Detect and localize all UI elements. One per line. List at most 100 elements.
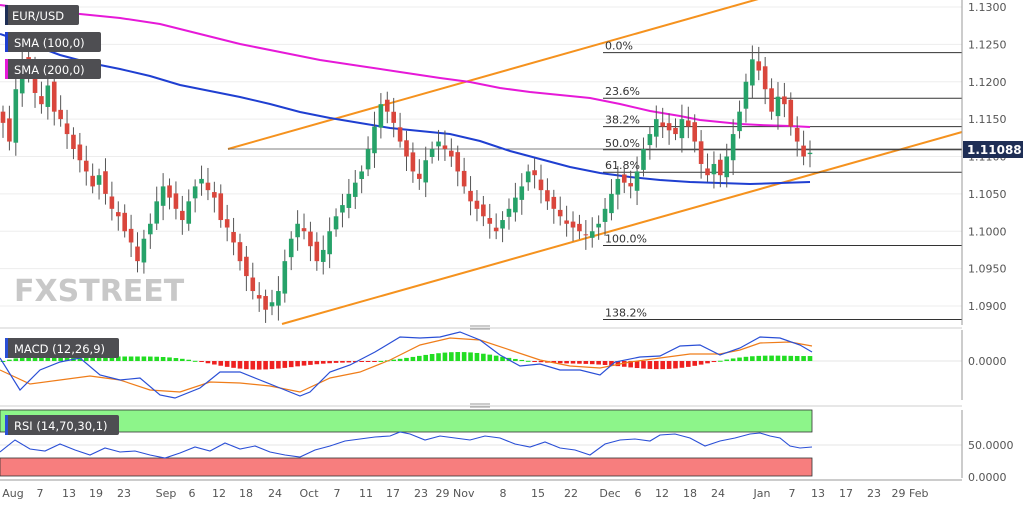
time-axis-label: 7: [334, 487, 341, 500]
time-axis-label: Aug: [2, 487, 23, 500]
macd-signal-line: [0, 337, 813, 393]
time-axis-label: Dec: [599, 487, 620, 500]
macd-bar: [461, 352, 467, 361]
time-axis-label: 12: [655, 487, 669, 500]
sma-100-legend[interactable]: SMA (100,0): [5, 32, 101, 52]
macd-bar: [244, 361, 249, 370]
price-tick-label: 1.1050: [968, 188, 1007, 201]
sma-100-text: SMA (100,0): [14, 36, 85, 50]
macd-bar: [807, 356, 813, 361]
macd-bar: [519, 359, 525, 361]
candle: [333, 216, 339, 230]
macd-bar: [474, 352, 480, 361]
candle: [743, 81, 749, 109]
candle: [455, 152, 461, 172]
fib-level-label: 61.8%: [605, 159, 640, 172]
candle: [481, 204, 486, 217]
macd-bar: [141, 356, 147, 361]
rsi-axis-50: 50.0000: [968, 439, 1014, 452]
macd-bar: [7, 359, 12, 361]
candle: [602, 208, 608, 222]
candle: [513, 197, 518, 213]
candle: [308, 231, 313, 247]
macd-bar: [557, 361, 563, 364]
candle: [429, 149, 435, 158]
candle: [90, 175, 95, 187]
macd-bar: [788, 355, 794, 361]
candle: [769, 88, 774, 112]
candle: [423, 160, 429, 183]
candle: [186, 201, 192, 224]
candle: [698, 141, 704, 164]
macd-bar: [0, 361, 6, 362]
macd-bar: [154, 356, 160, 361]
candle: [577, 223, 582, 232]
time-axis-label: 23: [117, 487, 131, 500]
candle: [621, 174, 627, 183]
macd-bar: [724, 359, 730, 361]
symbol-text: EUR/USD: [12, 9, 64, 23]
macd-bar: [212, 361, 217, 365]
candle: [583, 234, 589, 236]
sma-200-legend[interactable]: SMA (200,0): [5, 59, 101, 79]
candle: [397, 127, 403, 142]
macd-bar: [19, 357, 25, 361]
macd-bar: [417, 355, 422, 361]
candle: [807, 152, 813, 155]
candle: [653, 119, 659, 137]
candle: [378, 104, 384, 128]
macd-bar: [410, 356, 416, 361]
macd-bar: [589, 361, 595, 365]
macd-legend[interactable]: MACD (12,26,9): [5, 338, 119, 358]
macd-bar: [647, 361, 653, 369]
macd-bar: [634, 361, 640, 369]
macd-bar: [801, 356, 806, 361]
fib-level-label: 0.0%: [605, 40, 633, 53]
candle: [557, 209, 563, 217]
candle: [167, 185, 172, 198]
macd-bar: [743, 356, 749, 361]
candle: [282, 261, 288, 294]
symbol-label[interactable]: EUR/USD: [5, 5, 79, 25]
candle: [737, 111, 742, 132]
macd-bar: [564, 361, 569, 364]
fib-level-label: 23.6%: [605, 85, 640, 98]
candle: [365, 149, 371, 170]
macd-bar: [455, 352, 461, 361]
macd-bar: [750, 356, 755, 361]
candle: [679, 119, 685, 139]
candle: [173, 193, 179, 209]
macd-bar: [224, 361, 230, 367]
time-axis-label: 22: [564, 487, 578, 500]
panel-resize-handle-2[interactable]: [470, 403, 490, 408]
candle: [384, 99, 390, 112]
macd-bar: [250, 361, 256, 370]
candle: [0, 111, 6, 123]
candle: [461, 170, 467, 187]
candle: [154, 201, 160, 224]
macd-bar: [135, 356, 140, 361]
time-axis-label: 29 Nov: [436, 487, 475, 500]
macd-bar: [449, 352, 454, 361]
macd-bar: [513, 358, 518, 361]
macd-bar: [13, 358, 19, 361]
time-axis-label: 29 Feb: [892, 487, 929, 500]
candle: [551, 196, 557, 209]
panel-resize-handle[interactable]: [470, 325, 490, 330]
price-tick-label: 1.0950: [968, 263, 1007, 276]
macd-bar: [301, 361, 307, 366]
last-price-value: 1.11088: [967, 143, 1022, 157]
candle: [589, 231, 595, 238]
macd-bar: [673, 361, 678, 369]
price-tick-label: 1.0900: [968, 300, 1007, 313]
candle: [545, 190, 550, 202]
macd-bar: [769, 355, 774, 361]
candle: [180, 210, 185, 221]
candle: [141, 238, 147, 263]
macd-bar: [660, 361, 665, 370]
rsi-legend[interactable]: RSI (14,70,30,1): [5, 415, 119, 435]
candle: [570, 221, 576, 228]
macd-bar: [718, 360, 723, 362]
